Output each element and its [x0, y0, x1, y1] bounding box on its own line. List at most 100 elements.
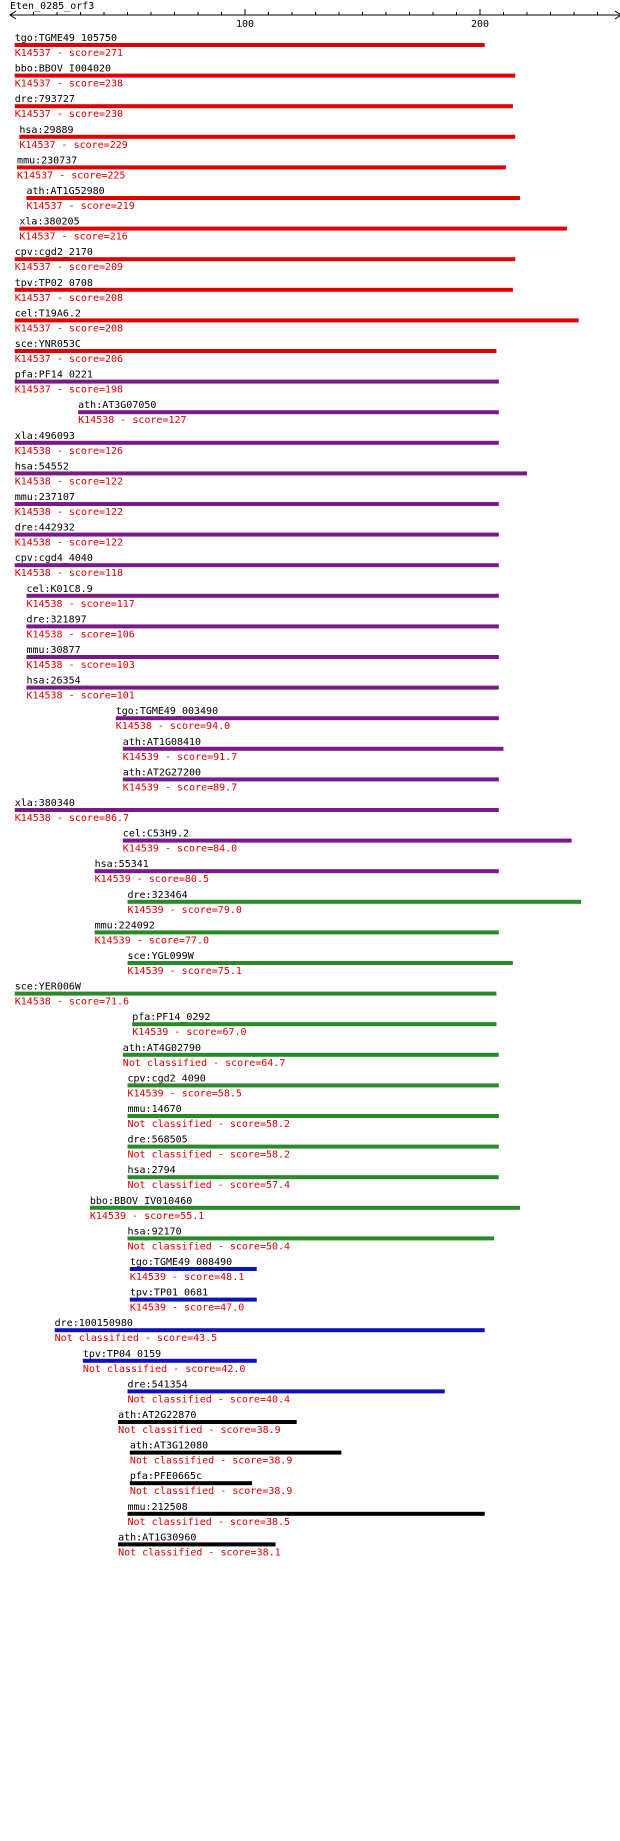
hit-bar [127, 961, 513, 965]
hit-gene-name: bbo:BBOV_IV010460 [90, 1196, 192, 1207]
hit-gene-name: dre:541354 [128, 1379, 188, 1390]
hit-bar [132, 1022, 497, 1027]
hit-row: cpv:cgd2_4090 K14539 - score=58.5 [127, 1073, 499, 1099]
hit-bar [26, 196, 520, 200]
hit-gene-name: xla:380205 [19, 217, 79, 228]
hit-row: sce:YER006W K14538 - score=71.6 [14, 982, 497, 1008]
hit-bar [127, 1511, 485, 1516]
hit-gene-name: bbo:BBOV_I004020 [15, 64, 111, 75]
hit-score-label: Not classified - score=38.1 [118, 1547, 281, 1558]
hit-bar [14, 287, 513, 292]
hit-row: cel:T19A6.2 K14537 - score=208 [14, 308, 579, 334]
hit-gene-name: pfa:PF14_0221 [15, 370, 93, 381]
hit-gene-name: ath:AT1G08410 [123, 737, 201, 748]
hit-bar [129, 1481, 253, 1486]
hit-bar [26, 593, 499, 598]
hit-gene-name: cel:T19A6.2 [15, 308, 81, 319]
hit-score-label: K14537 - score=271 [15, 48, 123, 59]
hit-score-label: K14539 - score=77.0 [95, 935, 209, 946]
hit-bar [127, 1175, 499, 1180]
hit-list: tgo:TGME49_105750 K14537 - score=271 bbo:B… [14, 33, 582, 1558]
hit-row: dre:541354 Not classified - score=40.4 [127, 1379, 445, 1405]
hit-score-label: K14539 - score=47.0 [130, 1303, 244, 1314]
hit-bar [122, 777, 499, 782]
hit-bar [14, 104, 513, 109]
hit-row: ath:AT3G12080 Not classified - score=38.9 [129, 1441, 342, 1467]
hit-score-label: K14538 - score=71.6 [15, 997, 129, 1008]
hit-bar [14, 563, 499, 568]
hit-gene-name: sce:YER006W [15, 982, 82, 993]
hit-gene-name: cel:C53H9.2 [123, 829, 189, 840]
hit-bar [82, 1358, 257, 1363]
hit-bar [89, 1205, 520, 1210]
hit-row: cel:K01C8.9 K14538 - score=117 [26, 584, 499, 610]
hit-gene-name: sce:YNR053C [15, 339, 81, 350]
hit-gene-name: ath:AT3G07050 [78, 400, 156, 411]
hit-gene-name: pfa:PF14_0292 [132, 1012, 210, 1023]
hit-gene-name: hsa:92170 [128, 1226, 182, 1237]
hit-score-label: K14539 - score=84.0 [123, 844, 237, 855]
hit-score-label: K14538 - score=86.7 [15, 813, 129, 824]
hit-score-label: Not classified - score=40.4 [128, 1394, 291, 1405]
hit-score-label: Not classified - score=50.4 [128, 1241, 291, 1252]
hit-row: sce:YGL099W K14539 - score=75.1 [127, 951, 513, 977]
hit-row: hsa:26354 K14538 - score=101 [26, 676, 499, 702]
hit-score-label: Not classified - score=57.4 [128, 1180, 291, 1191]
hit-score-label: K14539 - score=67.0 [132, 1027, 246, 1038]
hit-bar [122, 838, 572, 843]
hit-row: dre:442932 K14538 - score=122 [14, 523, 499, 549]
hit-gene-name: mmu:14670 [128, 1104, 182, 1115]
hit-row: tpv:TP01_0681 K14539 - score=47.0 [129, 1288, 257, 1314]
hit-row: dre:100150980 Not classified - score=43.5 [54, 1318, 485, 1344]
hit-row: dre:323464 K14539 - score=79.0 [127, 890, 582, 916]
hit-bar [19, 134, 516, 139]
hit-row: sce:YNR053C K14537 - score=206 [14, 339, 497, 365]
hit-score-label: Not classified - score=38.9 [118, 1425, 281, 1436]
hit-gene-name: tgo:TGME49_008490 [130, 1257, 232, 1268]
hit-gene-name: cpv:cgd2_2170 [15, 247, 93, 258]
hit-row: hsa:2794 Not classified - score=57.4 [127, 1165, 499, 1191]
hit-gene-name: hsa:55341 [95, 859, 149, 870]
hit-score-label: K14538 - score=106 [26, 629, 134, 640]
hit-row: tpv:TP02_0708 K14537 - score=208 [14, 278, 513, 304]
hit-row: dre:793727 K14537 - score=230 [14, 94, 513, 120]
hit-gene-name: tpv:TP02_0708 [15, 278, 93, 289]
hit-score-label: Not classified - score=64.7 [123, 1058, 286, 1069]
hit-row: hsa:29889 K14537 - score=229 [19, 125, 516, 151]
hit-score-label: K14539 - score=91.7 [123, 752, 237, 763]
hit-score-label: K14538 - score=127 [78, 415, 186, 426]
hit-row: mmu:212508 Not classified - score=38.5 [127, 1502, 485, 1528]
hit-score-label: K14538 - score=94.0 [116, 721, 230, 732]
hit-gene-name: ath:AT2G22870 [118, 1410, 196, 1421]
hit-bar [14, 43, 485, 47]
hit-gene-name: hsa:29889 [19, 125, 73, 136]
hit-bar [94, 930, 499, 935]
hit-gene-name: mmu:30877 [26, 645, 80, 656]
hit-score-label: K14538 - score=126 [15, 446, 123, 457]
hit-score-label: K14537 - score=208 [15, 293, 123, 304]
hit-score-label: Not classified - score=42.0 [83, 1364, 246, 1375]
hit-bar [14, 73, 516, 78]
hit-gene-name: mmu:212508 [128, 1502, 188, 1513]
hit-bar [122, 1052, 499, 1057]
hit-gene-name: cel:K01C8.9 [26, 584, 92, 595]
hit-score-label: Not classified - score=38.5 [128, 1517, 291, 1528]
hit-score-label: Not classified - score=58.2 [128, 1150, 291, 1161]
hit-bar [127, 1144, 499, 1149]
hit-row: ath:AT2G22870 Not classified - score=38.9 [118, 1410, 297, 1436]
hit-bar [14, 379, 499, 384]
hit-row: tgo:TGME49_008490 K14539 - score=48.1 [129, 1257, 257, 1283]
hit-bar [127, 899, 582, 904]
hit-gene-name: hsa:2794 [128, 1165, 176, 1176]
hit-row: ath:AT1G52980 K14537 - score=219 [26, 186, 520, 212]
hit-score-label: K14538 - score=122 [15, 507, 123, 518]
hit-row: dre:568505 Not classified - score=58.2 [127, 1135, 499, 1161]
hit-gene-name: hsa:26354 [26, 676, 80, 687]
hit-row: tgo:TGME49_105750 K14537 - score=271 [14, 33, 485, 59]
axis-tick-label: 200 [471, 19, 489, 30]
hit-bar [118, 1420, 297, 1424]
hit-gene-name: mmu:230737 [17, 155, 77, 166]
hit-row: mmu:230737 K14537 - score=225 [17, 155, 506, 181]
hit-gene-name: tgo:TGME49_003490 [116, 706, 218, 717]
hit-row: cel:C53H9.2 K14539 - score=84.0 [122, 829, 572, 855]
